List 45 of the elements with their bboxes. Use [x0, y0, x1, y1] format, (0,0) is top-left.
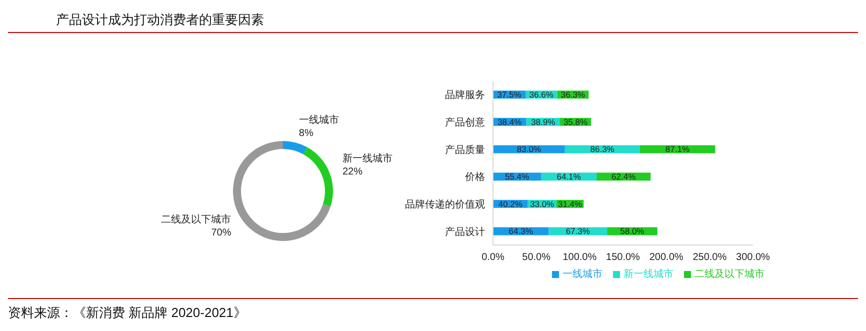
- data-label: 62.4%: [612, 172, 636, 182]
- x-tick-label: 0.0%: [482, 252, 505, 264]
- y-tick-label: 品牌服务: [445, 89, 485, 102]
- data-label: 70%: [211, 228, 232, 239]
- data-label: 67.3%: [566, 226, 590, 236]
- data-label: 33.0%: [530, 198, 555, 209]
- data-label: 83.0%: [516, 144, 542, 154]
- legend-label: 一线城市: [562, 269, 602, 280]
- data-label: 8%: [298, 128, 314, 140]
- x-tick-label: 200.0%: [649, 252, 684, 264]
- data-label: 64.3%: [508, 226, 534, 236]
- data-label: 36.6%: [529, 90, 554, 100]
- x-tick-label: 250.0%: [692, 252, 727, 264]
- y-tick-label: 产品设计: [445, 226, 485, 238]
- data-label: 38.4%: [498, 116, 522, 127]
- slice-label: 一线城市: [298, 114, 339, 126]
- data-label: 87.1%: [665, 144, 690, 154]
- data-label: 64.1%: [556, 172, 582, 182]
- data-label: 38.9%: [531, 116, 556, 127]
- y-tick-label: 产品创意: [445, 116, 485, 129]
- data-label: 86.3%: [590, 144, 615, 154]
- donut-slice: [303, 147, 333, 206]
- data-label: 22%: [342, 166, 363, 178]
- text: 资料来源：《新消费 新品牌 2020-2021》: [8, 304, 246, 322]
- donut-slice: [283, 141, 308, 154]
- data-label: 35.8%: [563, 116, 588, 127]
- data-label: 36.3%: [560, 90, 586, 100]
- y-tick-label: 价格: [464, 171, 485, 184]
- chart-title: 产品设计成为打动消费者的重要因素: [56, 11, 264, 29]
- data-label: 55.4%: [504, 172, 530, 182]
- data-label: 58.0%: [620, 226, 645, 236]
- x-tick-label: 300.0%: [736, 252, 770, 264]
- x-tick-label: 100.0%: [562, 252, 597, 264]
- data-label: 31.4%: [558, 198, 583, 209]
- donut-slice: [233, 141, 331, 241]
- data-label: 40.2%: [498, 198, 523, 209]
- y-tick-label: 产品质量: [445, 144, 485, 156]
- y-tick-label: 品牌传递的价值观: [405, 198, 485, 211]
- data-label: 37.5%: [497, 90, 522, 100]
- legend-label: 新一线城市: [624, 269, 674, 280]
- x-tick-label: 150.0%: [606, 252, 640, 264]
- x-tick-label: 50.0%: [522, 252, 551, 264]
- legend-label: 二线及以下城市: [694, 269, 764, 280]
- slice-label: 二线及以下城市: [161, 214, 232, 226]
- slice-label: 新一线城市: [342, 152, 393, 164]
